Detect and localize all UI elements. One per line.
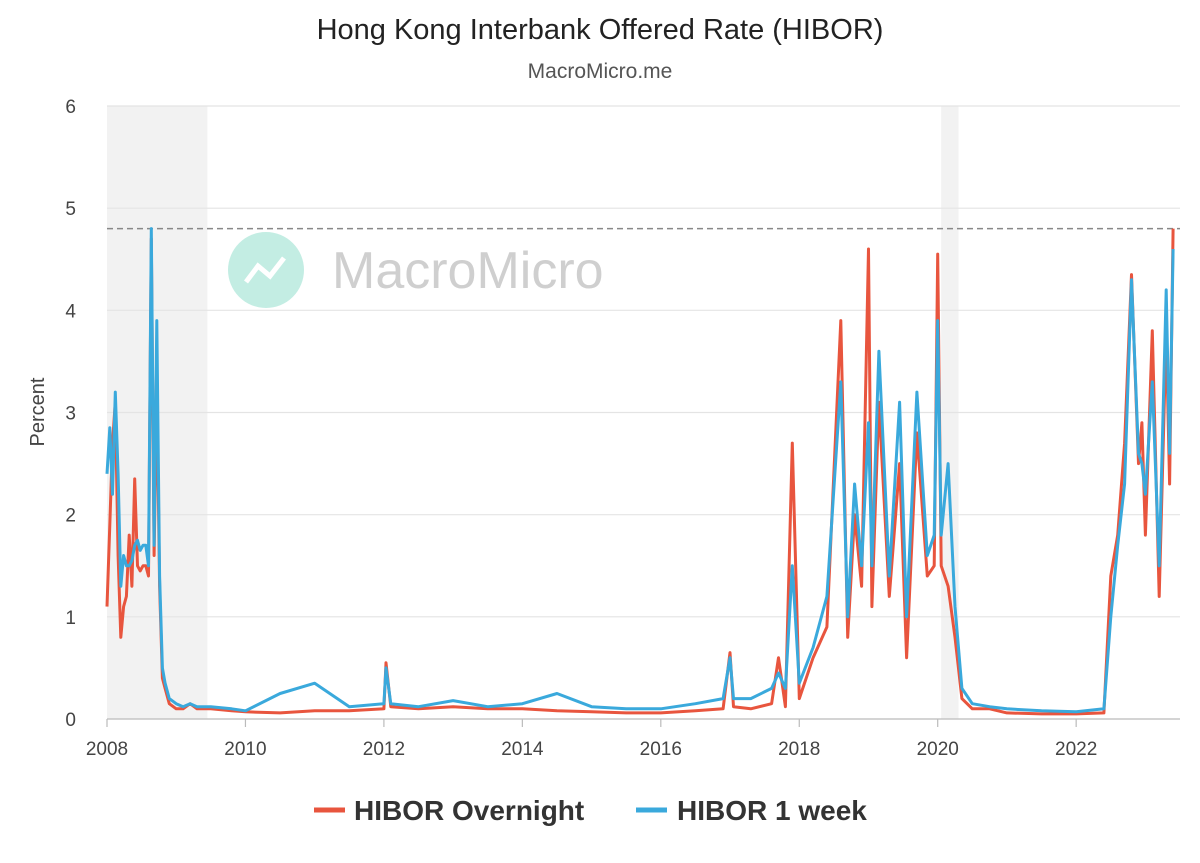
y-tick-label-3: 3: [65, 404, 76, 425]
x-axis-ticks: 2008 2010 2012 2014 2016 2018 2020 2022: [86, 719, 1097, 760]
series-lines: [105, 227, 1175, 716]
x-tick-label-2014: 2014: [501, 739, 544, 760]
y-axis-label: Percent: [27, 377, 49, 446]
y-axis-ticks: 0 1 2 3 4 5 6: [65, 97, 76, 731]
x-tick-label-2020: 2020: [917, 739, 959, 760]
watermark-text: MacroMicro: [332, 242, 604, 300]
chart-subtitle: MacroMicro.me: [527, 60, 673, 83]
y-tick-label-6: 6: [65, 97, 76, 118]
legend-label-one-week: HIBOR 1 week: [677, 795, 867, 826]
x-tick-label-2012: 2012: [363, 739, 405, 760]
legend-label-overnight: HIBOR Overnight: [354, 795, 584, 826]
chart-title: Hong Kong Interbank Offered Rate (HIBOR): [316, 14, 884, 46]
x-tick-label-2018: 2018: [778, 739, 820, 760]
y-tick-label-4: 4: [65, 301, 76, 322]
legend-item-one-week[interactable]: HIBOR 1 week: [636, 795, 867, 826]
x-tick-label-2022: 2022: [1055, 739, 1097, 760]
watermark: MacroMicro: [228, 232, 604, 308]
x-tick-label-2016: 2016: [640, 739, 682, 760]
y-tick-label-0: 0: [65, 710, 76, 731]
y-tick-label-5: 5: [65, 199, 76, 220]
x-tick-label-2010: 2010: [224, 739, 266, 760]
y-tick-label-1: 1: [65, 608, 76, 629]
grid-lines: [107, 105, 1180, 720]
series-line-one-week[interactable]: [105, 227, 1175, 714]
legend: HIBOR Overnight HIBOR 1 week: [314, 795, 867, 826]
x-tick-label-2008: 2008: [86, 739, 128, 760]
legend-item-overnight[interactable]: HIBOR Overnight: [314, 795, 584, 826]
watermark-icon-trend: [244, 256, 286, 284]
y-tick-label-2: 2: [65, 506, 76, 527]
